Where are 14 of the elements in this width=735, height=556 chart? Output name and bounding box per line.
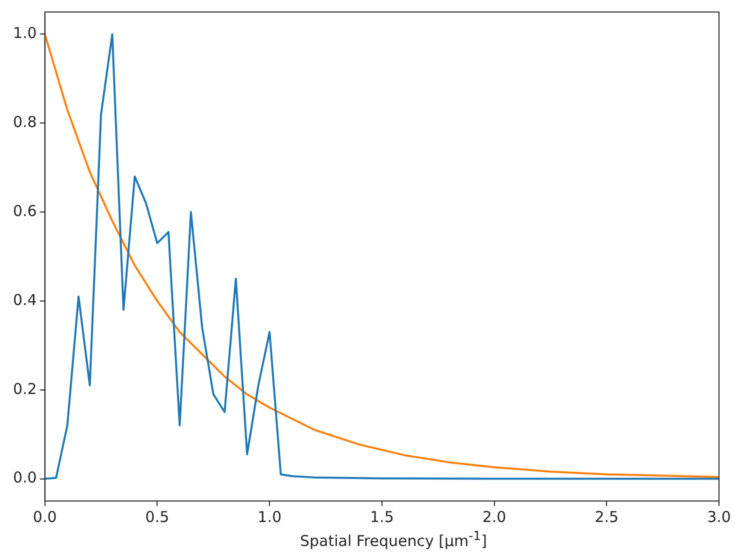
y-tick-label: 0.2 xyxy=(12,380,37,398)
y-tick-label: 0.8 xyxy=(12,113,37,132)
x-tick-label: 2.5 xyxy=(594,508,619,526)
y-tick-label: 0.4 xyxy=(12,290,37,309)
y-tick-label: 0.0 xyxy=(12,468,37,487)
x-tick-label: 0.0 xyxy=(32,508,57,526)
y-tick-label: 0.6 xyxy=(12,202,37,220)
x-tick-label: 3.0 xyxy=(707,508,731,526)
x-tick-label: 1.0 xyxy=(258,508,282,526)
x-axis-title: Spatial Frequency [μm$^{-1}$] xyxy=(298,528,488,550)
x-tick-label: 1.5 xyxy=(370,508,394,526)
x-tick-label: 2.0 xyxy=(482,508,506,526)
x-tick-label: 0.5 xyxy=(145,508,170,526)
y-tick-label: 1.0 xyxy=(12,24,37,42)
